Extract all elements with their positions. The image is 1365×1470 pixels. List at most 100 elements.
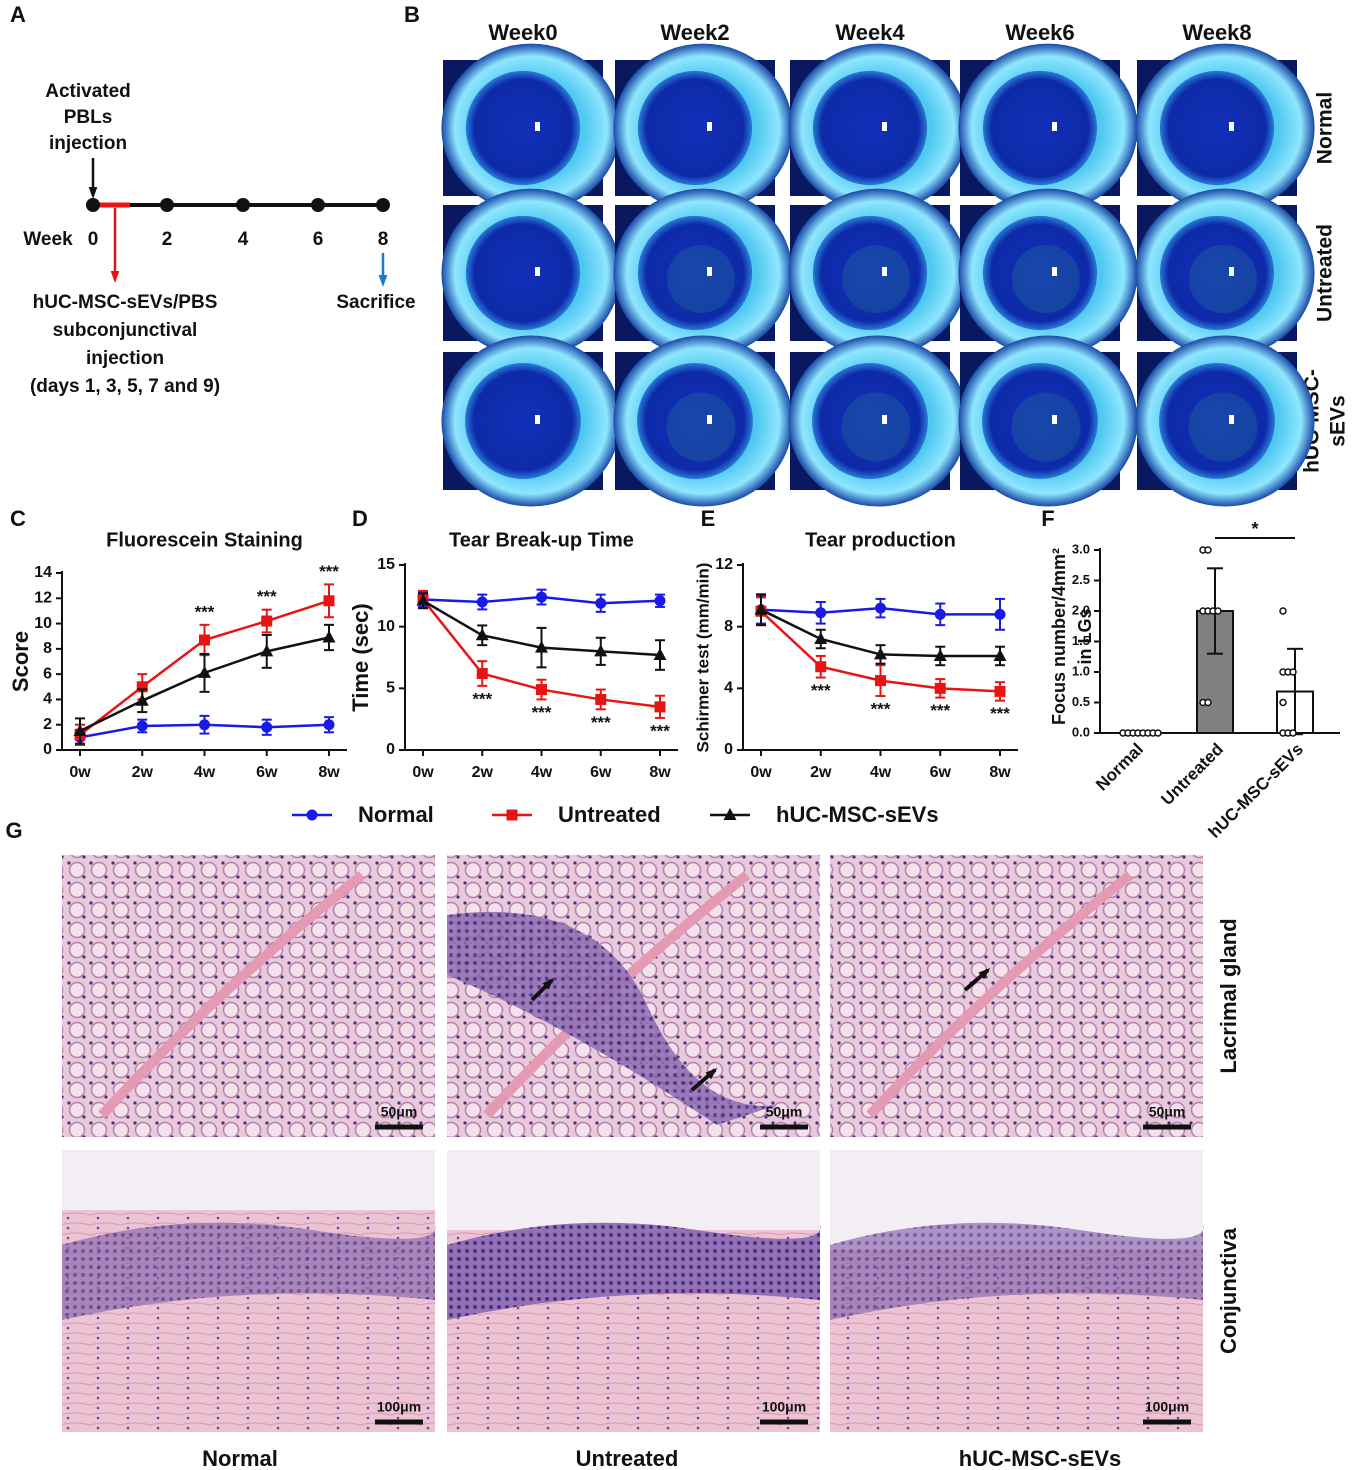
data-point: [1214, 607, 1222, 615]
significance: ***: [811, 681, 831, 700]
data-point: [1279, 607, 1287, 615]
arrow-head: [110, 270, 120, 283]
y-tick-label: 0.5: [1072, 694, 1090, 709]
x-tick-label: 8w: [318, 764, 340, 781]
marker: [306, 809, 318, 821]
label: Normal: [202, 1446, 278, 1470]
eye-highlight: [535, 122, 540, 131]
eye-highlight: [535, 415, 540, 424]
marker: [136, 720, 148, 732]
scale-label: 50μm: [381, 1104, 418, 1120]
legend-label: Normal: [358, 802, 434, 827]
marker: [654, 701, 666, 713]
label: PBLs: [64, 107, 113, 128]
arrow-head: [542, 977, 555, 990]
eye-highlight: [882, 122, 887, 131]
eye-cornea: [465, 215, 581, 331]
eye-cornea: [1159, 363, 1275, 479]
label: Activated: [45, 81, 131, 102]
marker: [260, 644, 274, 657]
arrow-head: [88, 186, 98, 199]
significance: ***: [195, 602, 215, 621]
significance: ***: [257, 587, 277, 606]
chart-title: Tear Break-up Time: [449, 529, 634, 551]
legend-label: hUC-MSC-sEVs: [776, 802, 939, 827]
marker: [874, 647, 887, 660]
marker: [934, 682, 946, 694]
label: 0: [88, 229, 99, 250]
eye-highlight: [1229, 415, 1234, 424]
x-tick-label: 6w: [930, 764, 952, 781]
label: Sacrifice: [336, 292, 415, 313]
marker: [536, 684, 547, 696]
y-axis-label: Focus number/4mm²: [1049, 548, 1069, 725]
x-tick-label: 4w: [870, 764, 892, 781]
significance: ***: [532, 703, 552, 722]
y-tick-label: 4: [724, 680, 733, 697]
label: sEVs: [1327, 395, 1350, 446]
y-tick-label: 2: [43, 716, 52, 733]
label: Conjunctiva: [1216, 1227, 1241, 1354]
marker: [653, 648, 667, 661]
marker: [323, 595, 335, 607]
eye-stain: [842, 245, 910, 313]
label: 2: [162, 229, 173, 250]
y-tick-label: 0: [43, 741, 52, 758]
y-tick-label: 2.5: [1072, 572, 1090, 587]
label: hUC-MSC-sEVs/PBS: [33, 292, 218, 313]
significance: ***: [319, 562, 339, 581]
marker: [815, 661, 827, 673]
marker: [199, 634, 210, 646]
panel-label: F: [1041, 506, 1054, 531]
label: (days 1, 3, 5, 7 and 9): [30, 376, 220, 397]
scale-label: 50μm: [766, 1104, 803, 1120]
marker: [73, 724, 87, 737]
y-tick-label: 1.5: [1072, 633, 1090, 648]
y-tick-label: 10: [34, 615, 52, 632]
marker: [594, 644, 608, 657]
x-tick-label: 0w: [750, 764, 772, 781]
panel-label: D: [352, 506, 368, 531]
eye-cornea: [812, 363, 928, 479]
eye-cornea: [812, 215, 928, 331]
label: hUC-MSC-sEVs: [959, 1446, 1122, 1470]
x-tick-label: 4w: [194, 764, 216, 781]
eye-highlight: [1229, 122, 1234, 131]
y-axis-label: Time (sec): [348, 603, 373, 711]
marker: [994, 608, 1006, 620]
arrow-head: [705, 1068, 718, 1080]
x-tick-label: 0w: [412, 764, 434, 781]
marker: [476, 596, 488, 608]
significance: ***: [591, 713, 611, 732]
scale-label: 100μm: [1145, 1399, 1189, 1415]
marker: [815, 607, 827, 619]
eye-stain: [667, 245, 735, 313]
label: Week2: [660, 20, 729, 45]
eye-cornea: [1159, 70, 1275, 186]
label: Week: [23, 229, 73, 250]
label: subconjunctival: [53, 320, 198, 341]
legend-label: Untreated: [558, 802, 661, 827]
x-tick-label: 2w: [810, 764, 832, 781]
label: Untreated: [1314, 224, 1337, 322]
background: [62, 1150, 435, 1210]
x-tick-label: 8w: [989, 764, 1011, 781]
eye-highlight: [1052, 122, 1057, 131]
marker: [536, 591, 547, 603]
vessel: [866, 871, 1134, 1119]
x-tick-label: 4w: [531, 764, 553, 781]
label: Week0: [488, 20, 557, 45]
data-point: [1204, 698, 1212, 707]
label: Week4: [835, 20, 905, 45]
y-tick-label: 12: [715, 556, 733, 573]
y-tick-label: 2.0: [1072, 602, 1090, 617]
eye-stain: [1188, 392, 1258, 462]
eye-highlight: [535, 267, 540, 276]
y-tick-label: 4: [43, 691, 52, 708]
arrow-head: [378, 274, 388, 287]
eye-highlight: [707, 415, 712, 424]
eye-highlight: [1052, 415, 1057, 424]
marker: [261, 721, 273, 733]
eye-cornea: [637, 215, 753, 331]
